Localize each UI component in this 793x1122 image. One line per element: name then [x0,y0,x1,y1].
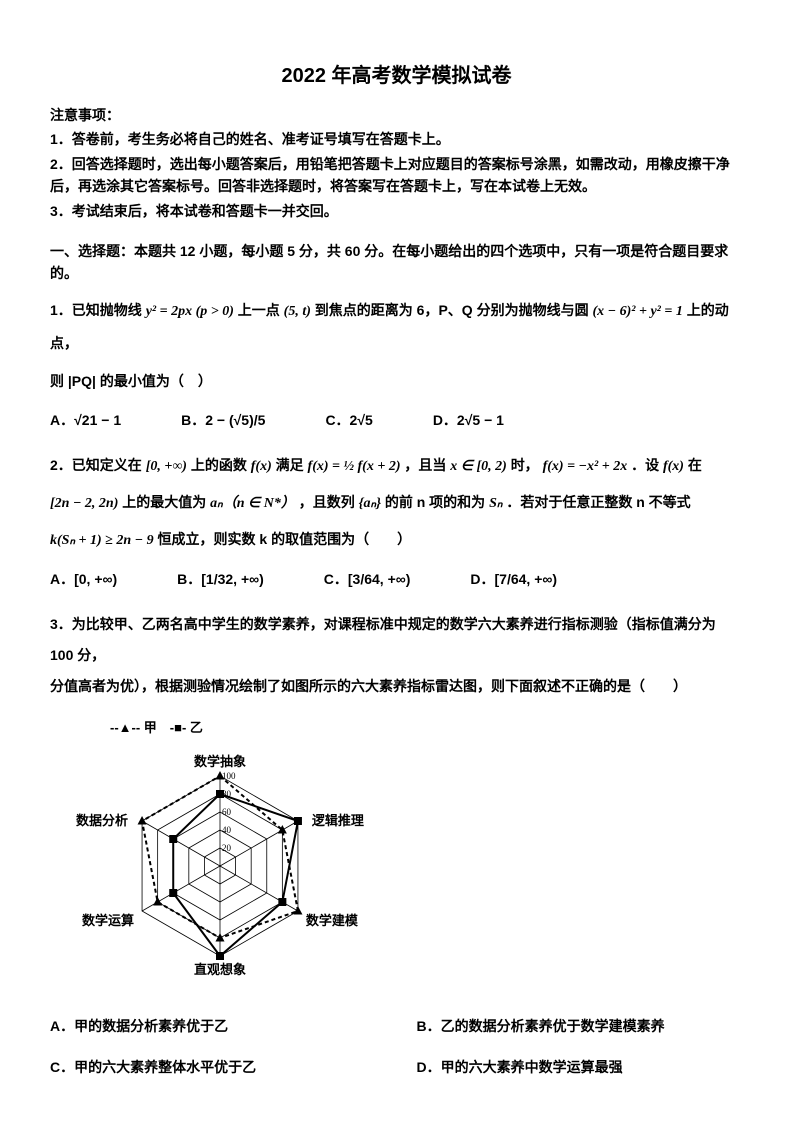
text: 上的最大值为 [122,494,210,510]
text: ，且当 [404,457,450,473]
formula: (x − 6)² + y² = 1 [592,304,682,319]
page-title: 2022 年高考数学模拟试卷 [50,60,743,92]
svg-text:数学运算: 数学运算 [82,913,134,928]
q1-opt-a: A．√21 − 1 [50,405,121,436]
q2-line3: k(Sₙ + 1) ≥ 2n − 9 恒成立，则实数 k 的取值范围为（ ） [50,524,743,557]
svg-text:数据分析: 数据分析 [76,813,128,828]
q1-options: A．√21 − 1 B．2 − (√5)/5 C．2√5 D．2√5 − 1 [50,405,743,436]
svg-text:40: 40 [222,825,232,835]
q3-stem-line1: 3．为比较甲、乙两名高中学生的数学素养，对课程标准中规定的数学六大素养进行指标测… [50,609,743,671]
text: 到焦点的距离为 6，P、Q 分别为抛物线与圆 [315,302,593,318]
svg-text:直观想象: 直观想象 [194,962,246,977]
q1-stem-line2: 则 |PQ| 的最小值为（ ） [50,366,743,397]
text: 1．已知抛物线 [50,302,146,318]
text: ，且数列 [299,494,359,510]
instructions-block: 注意事项： 1．答卷前，考生务必将自己的姓名、准考证号填写在答题卡上。 2．回答… [50,104,743,222]
formula: f(x) [663,459,684,474]
q2-options: A．[0, +∞) B．[1/32, +∞) C．[3/64, +∞) D．[7… [50,564,743,595]
q2-opt-b: B．[1/32, +∞) [177,564,264,595]
formula: aₙ（n ∈ N*） [210,496,295,511]
svg-text:数学建模: 数学建模 [306,913,359,928]
q2-opt-c: C．[3/64, +∞) [324,564,411,595]
q1-stem: 1．已知抛物线 y² = 2px (p > 0) 上一点 (5, t) 到焦点的… [50,302,729,351]
question-2: 2．已知定义在 [0, +∞) 上的函数 f(x) 满足 f(x) = ½ f(… [50,450,743,595]
question-3: 3．为比较甲、乙两名高中学生的数学素养，对课程标准中规定的数学六大素养进行指标测… [50,609,743,1082]
formula: k(Sₙ + 1) ≥ 2n − 9 [50,533,154,548]
formula: [2n − 2, 2n) [50,496,118,511]
q3-opt-a: A．甲的数据分析素养优于乙 [50,1011,377,1042]
text: 2．已知定义在 [50,457,146,473]
question-1: 1．已知抛物线 y² = 2px (p > 0) 上一点 (5, t) 到焦点的… [50,295,743,436]
svg-text:20: 20 [222,843,232,853]
formula: {aₙ} [359,496,381,511]
text: 上的函数 [191,457,251,473]
text: 满足 [276,457,308,473]
svg-text:逻辑推理: 逻辑推理 [312,813,364,828]
text: 的前 n 项的和为 [385,494,489,510]
q2-line2: [2n − 2, 2n) 上的最大值为 aₙ（n ∈ N*） ，且数列 {aₙ}… [50,487,743,520]
svg-text:数学抽象: 数学抽象 [194,754,246,769]
q3-opt-b: B．乙的数据分析素养优于数学建模素养 [417,1011,744,1042]
q3-opt-d: D．甲的六大素养中数学运算最强 [417,1052,744,1083]
instruction-line: 3．考试结束后，将本试卷和答题卡一并交回。 [50,200,743,222]
q1-opt-d: D．2√5 − 1 [433,405,504,436]
radar-legend: --▲-- 甲 -■- 乙 [110,714,743,743]
q3-opt-c: C．甲的六大素养整体水平优于乙 [50,1052,377,1083]
instruction-line: 2．回答选择题时，选出每小题答案后，用铅笔把答题卡上对应题目的答案标号涂黑，如需… [50,153,743,198]
section-header: 一、选择题：本题共 12 小题，每小题 5 分，共 60 分。在每小题给出的四个… [50,240,743,285]
text: 在 [688,457,702,473]
formula: Sₙ [489,496,502,511]
instruction-line: 1．答卷前，考生务必将自己的姓名、准考证号填写在答题卡上。 [50,128,743,150]
q2-line1: 2．已知定义在 [0, +∞) 上的函数 f(x) 满足 f(x) = ½ f(… [50,450,743,483]
formula: f(x) [251,459,272,474]
instructions-header: 注意事项： [50,104,743,126]
q3-stem-line2: 分值高者为优），根据测验情况绘制了如图所示的六大素养指标雷达图，则下面叙述不正确… [50,671,743,702]
formula: x ∈ [0, 2) [450,459,507,474]
q1-opt-c: C．2√5 [325,405,372,436]
formula: y² = 2px (p > 0) [146,304,234,319]
text: 上一点 [238,302,284,318]
formula: [0, +∞) [146,459,187,474]
q2-opt-a: A．[0, +∞) [50,564,117,595]
radar-chart: 20406080100数学抽象逻辑推理数学建模直观想象数学运算数据分析 [70,746,370,986]
q3-options: A．甲的数据分析素养优于乙 B．乙的数据分析素养优于数学建模素养 C．甲的六大素… [50,1011,743,1083]
formula: (5, t) [284,304,311,319]
text: ．若对于任意正整数 n 不等式 [506,494,690,510]
q1-opt-b: B．2 − (√5)/5 [181,405,265,436]
text: 时， [511,457,539,473]
text: ．设 [631,457,663,473]
formula: f(x) = −x² + 2x [543,459,628,474]
q2-opt-d: D．[7/64, +∞) [470,564,557,595]
svg-text:60: 60 [222,807,232,817]
radar-chart-container: --▲-- 甲 -■- 乙 20406080100数学抽象逻辑推理数学建模直观想… [70,714,743,999]
formula: f(x) = ½ f(x + 2) [308,459,401,474]
text: 恒成立，则实数 k 的取值范围为（ ） [158,531,412,547]
